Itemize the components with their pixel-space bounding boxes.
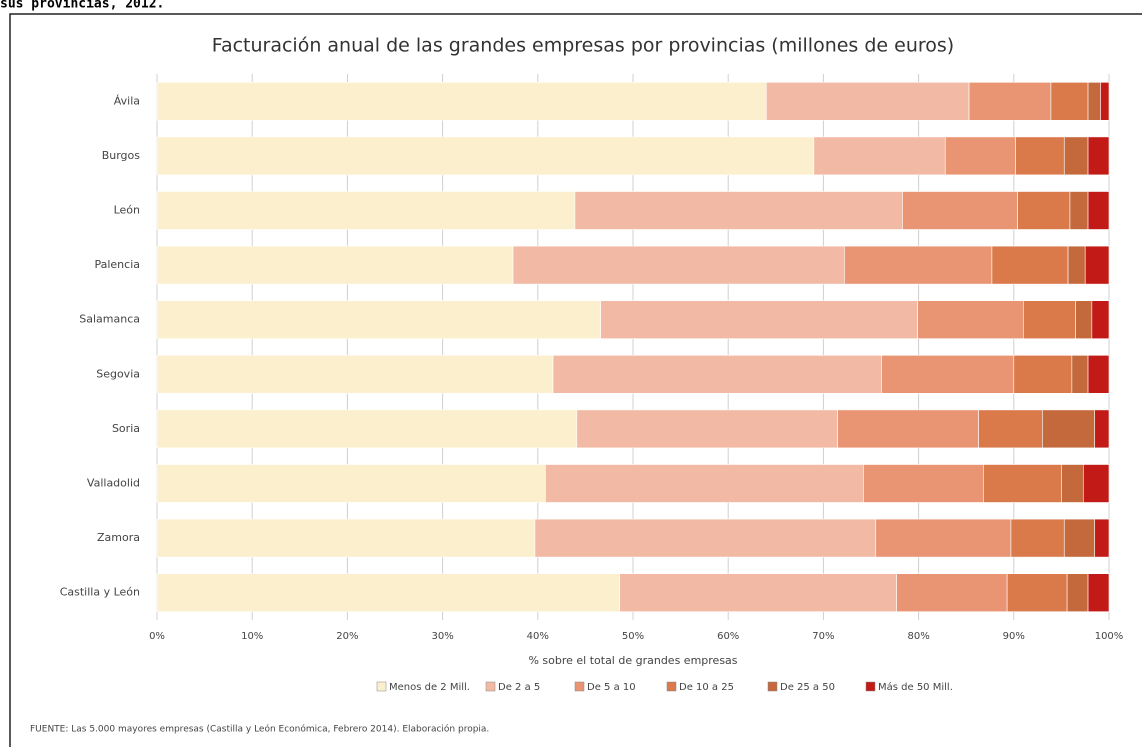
y-tick-label: Zamora bbox=[97, 531, 140, 544]
x-tick-label: 20% bbox=[336, 631, 358, 642]
x-tick-label: 10% bbox=[241, 631, 263, 642]
bar-segment bbox=[1042, 409, 1096, 449]
bar-segment bbox=[156, 518, 536, 558]
bar-segment bbox=[1050, 82, 1089, 121]
bar-segment bbox=[875, 518, 1012, 558]
x-tick-label: 90% bbox=[1003, 631, 1025, 642]
x-tick-label: 50% bbox=[622, 631, 644, 642]
legend-swatch bbox=[574, 681, 585, 692]
bar-segment bbox=[1082, 464, 1110, 503]
bar-segment bbox=[944, 136, 1017, 176]
bar-segment bbox=[844, 245, 993, 285]
bar-segment bbox=[881, 354, 1015, 394]
legend-label: De 10 a 25 bbox=[679, 682, 734, 693]
bar-segment bbox=[837, 409, 979, 449]
y-tick-label: Salamanca bbox=[79, 313, 140, 326]
chart-title: Facturación anual de las grandes empresa… bbox=[212, 35, 954, 57]
x-tick-label: 40% bbox=[527, 631, 549, 642]
y-tick-label: Segovia bbox=[96, 367, 140, 380]
bar-segment bbox=[574, 191, 903, 230]
bar-segment bbox=[552, 354, 882, 394]
bar-segment bbox=[156, 573, 620, 613]
bar-segment bbox=[512, 245, 845, 285]
legend-label: Menos de 2 Mill. bbox=[389, 682, 470, 693]
bar-segment bbox=[1084, 245, 1110, 285]
bar-segment bbox=[1091, 300, 1110, 340]
bar-segment bbox=[765, 82, 970, 121]
bar-segment bbox=[968, 82, 1052, 121]
legend-swatch bbox=[865, 681, 876, 692]
legend-swatch bbox=[376, 681, 387, 692]
bar-segment bbox=[983, 464, 1062, 503]
y-tick-label: Burgos bbox=[102, 149, 141, 162]
bar-segment bbox=[156, 464, 546, 503]
x-tick-label: 70% bbox=[812, 631, 834, 642]
bar-segment bbox=[863, 464, 984, 503]
bar-segment bbox=[1063, 518, 1096, 558]
bar-segment bbox=[1015, 136, 1065, 176]
legend-label: De 25 a 50 bbox=[780, 682, 835, 693]
caption: sus provincias, 2012. bbox=[0, 0, 164, 12]
y-tick-label: Palencia bbox=[94, 258, 140, 271]
legend-swatch bbox=[666, 681, 677, 692]
y-tick-label: Castilla y León bbox=[60, 586, 140, 599]
bar-segment bbox=[1023, 300, 1076, 340]
bar-segment bbox=[156, 82, 767, 121]
bar-segment bbox=[1087, 136, 1110, 176]
bar-segment bbox=[1094, 409, 1110, 449]
x-axis-label: % sobre el total de grandes empresas bbox=[528, 654, 737, 667]
y-tick-label: Ávila bbox=[114, 94, 140, 107]
bar-segment bbox=[1061, 464, 1084, 503]
bar-segment bbox=[1066, 573, 1089, 613]
x-tick-label: 100% bbox=[1095, 631, 1124, 642]
bar-segment bbox=[1087, 354, 1110, 394]
bar-segment bbox=[1087, 573, 1110, 613]
y-tick-label: Valladolid bbox=[87, 477, 140, 490]
bar-segment bbox=[156, 354, 554, 394]
bar-segment bbox=[576, 409, 838, 449]
bar-segment bbox=[991, 245, 1069, 285]
bar-segment bbox=[156, 245, 514, 285]
legend-swatch bbox=[767, 681, 778, 692]
bar-segment bbox=[619, 573, 898, 613]
bar-segment bbox=[545, 464, 864, 503]
bar-segment bbox=[1069, 191, 1089, 230]
legend-label: Más de 50 Mill. bbox=[878, 681, 953, 693]
bar-segment bbox=[534, 518, 877, 558]
bar-segment bbox=[1017, 191, 1071, 230]
bar-segment bbox=[1100, 82, 1110, 121]
bar-segment bbox=[1010, 518, 1065, 558]
bar-segment bbox=[1087, 191, 1110, 230]
bar-segment bbox=[917, 300, 1024, 340]
y-tick-label: León bbox=[114, 204, 140, 217]
bar-segment bbox=[600, 300, 918, 340]
bar-segment bbox=[813, 136, 946, 176]
bar-segment bbox=[156, 136, 815, 176]
legend-label: De 2 a 5 bbox=[498, 682, 540, 693]
bar-segment bbox=[1067, 245, 1086, 285]
x-tick-label: 30% bbox=[431, 631, 453, 642]
bar-segment bbox=[1094, 518, 1110, 558]
bar-segment bbox=[1063, 136, 1089, 176]
bar-segment bbox=[1075, 300, 1093, 340]
legend-label: De 5 a 10 bbox=[587, 682, 636, 693]
bar-segment bbox=[1087, 82, 1101, 121]
bar-segment bbox=[156, 300, 601, 340]
bar-segment bbox=[896, 573, 1008, 613]
bar-segment bbox=[978, 409, 1043, 449]
source: FUENTE: Las 5.000 mayores empresas (Cast… bbox=[30, 724, 489, 735]
bar-segment bbox=[156, 191, 576, 230]
y-tick-label: Soria bbox=[112, 422, 140, 435]
x-tick-label: 80% bbox=[907, 631, 929, 642]
bar-segment bbox=[902, 191, 1018, 230]
x-tick-label: 0% bbox=[149, 631, 165, 642]
bar-segment bbox=[1006, 573, 1068, 613]
bar-segment bbox=[156, 409, 578, 449]
bar-segment bbox=[1071, 354, 1089, 394]
bar-segment bbox=[1013, 354, 1073, 394]
x-tick-label: 60% bbox=[717, 631, 739, 642]
legend-swatch bbox=[485, 681, 496, 692]
